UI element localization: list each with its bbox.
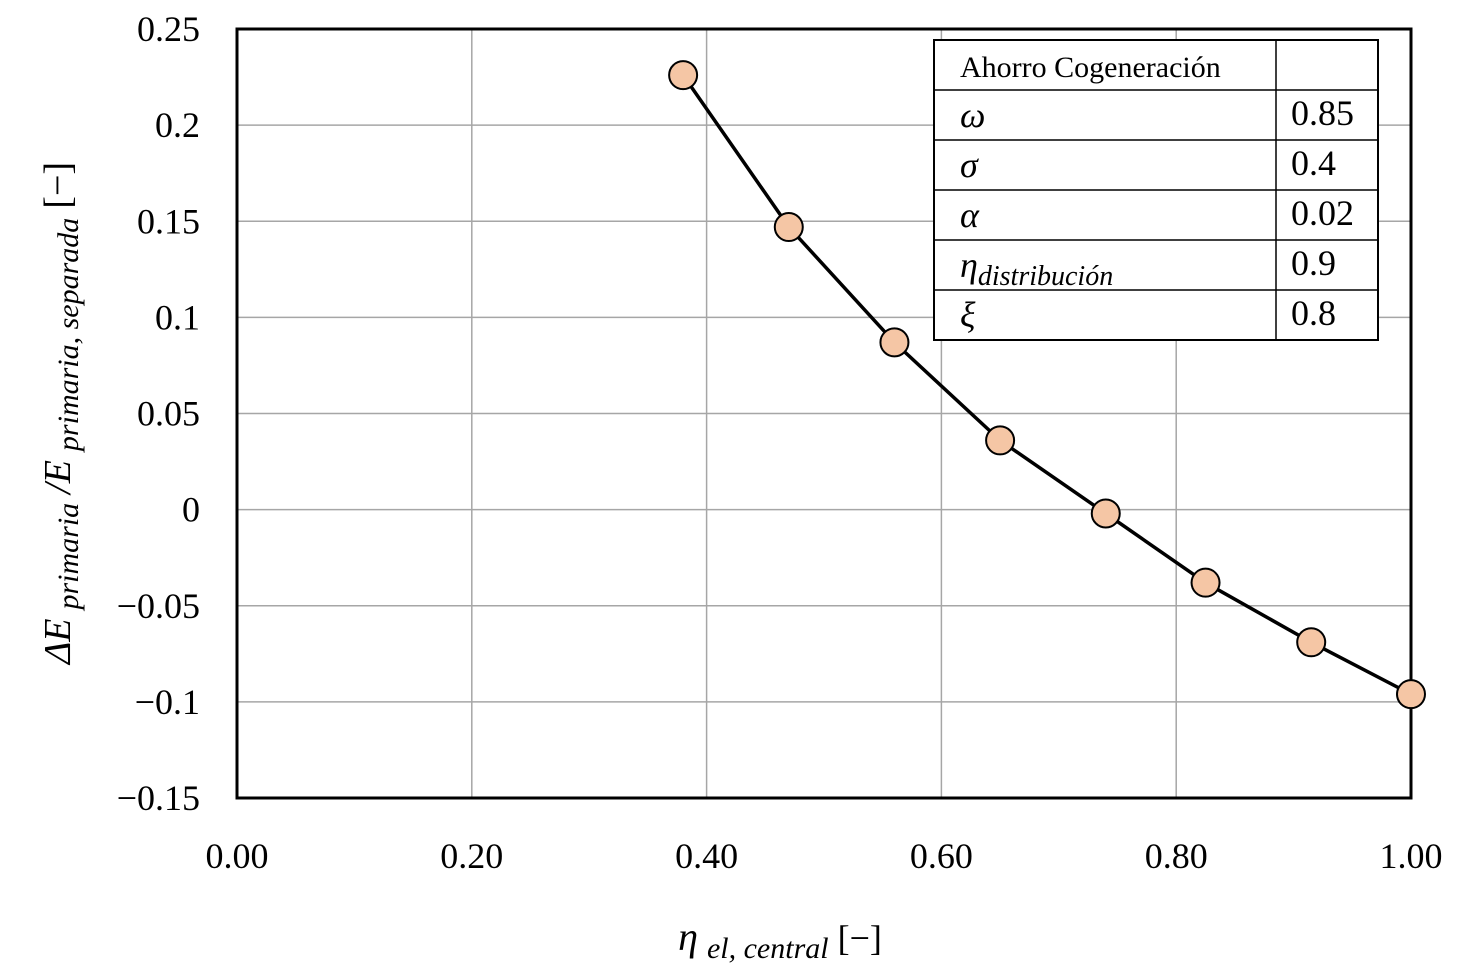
plot-area-frame [235, 27, 1413, 800]
data-point [1190, 567, 1221, 598]
x-tick-label: 1.00 [1380, 836, 1443, 876]
table-symbol: α [960, 195, 980, 235]
y-tick-label: −0.05 [117, 586, 200, 626]
x-tick-label: 0.40 [675, 836, 738, 876]
y-axis-label: ΔE primaria /E primaria, separada [−] [37, 162, 86, 666]
x-tick-label: 0.00 [206, 836, 269, 876]
table-value: 0.02 [1291, 193, 1354, 233]
y-tick-label: −0.15 [117, 778, 200, 818]
x-tick-label: 0.80 [1145, 836, 1208, 876]
y-tick-label: 0.15 [137, 201, 200, 241]
table-symbol: ηdistribución [960, 245, 1113, 292]
parameter-table: Ahorro Cogeneración ω 0.85 σ 0.4 α 0.02 ηdistri… [933, 39, 1379, 341]
data-point [1396, 679, 1426, 710]
y-axis-label-sep: /E [37, 460, 79, 496]
x-axis-label-main: η [678, 914, 698, 959]
y-axis-label-sub2: primaria, separada [52, 218, 85, 453]
table-value: 0.8 [1291, 293, 1336, 333]
y-tick-label: 0 [182, 490, 200, 530]
y-tick-labels: 0.25 0.2 0.15 0.1 0.05 0 −0.05 −0.1 −0.15 [117, 9, 200, 818]
y-tick-label: 0.1 [155, 297, 200, 337]
data-point [985, 425, 1016, 456]
x-axis-label: η el, central [−] [678, 914, 882, 966]
x-tick-labels: 0.00 0.20 0.40 0.60 0.80 1.00 [206, 836, 1443, 876]
y-tick-label: −0.1 [135, 682, 200, 722]
series-line [681, 74, 1412, 696]
data-point [668, 60, 699, 91]
data-point [1296, 627, 1327, 658]
x-axis-label-sub: el, central [707, 932, 829, 965]
x-tick-label: 0.60 [910, 836, 973, 876]
table-symbol-subscript: distribución [978, 261, 1113, 292]
table-value: 0.4 [1291, 143, 1336, 183]
x-tick-label: 0.20 [440, 836, 503, 876]
data-points [668, 60, 1426, 710]
y-tick-label: 0.05 [137, 394, 200, 434]
y-tick-label: 0.2 [155, 105, 200, 145]
table-symbol: ξ [960, 295, 976, 335]
y-axis-label-delta: ΔE [37, 619, 79, 667]
table-symbol: σ [960, 145, 979, 185]
table-symbol: ω [960, 95, 985, 135]
table-value: 0.85 [1291, 93, 1354, 133]
data-point [1090, 498, 1121, 529]
table-value: 0.9 [1291, 243, 1336, 283]
table-title: Ahorro Cogeneración [960, 51, 1221, 84]
y-tick-label: 0.25 [137, 9, 200, 49]
data-point [773, 212, 804, 243]
data-point [879, 327, 910, 358]
y-axis-label-sub1: primaria [52, 503, 85, 612]
y-axis-label-unit: [−] [37, 162, 79, 209]
x-axis-label-unit: [−] [838, 918, 882, 958]
